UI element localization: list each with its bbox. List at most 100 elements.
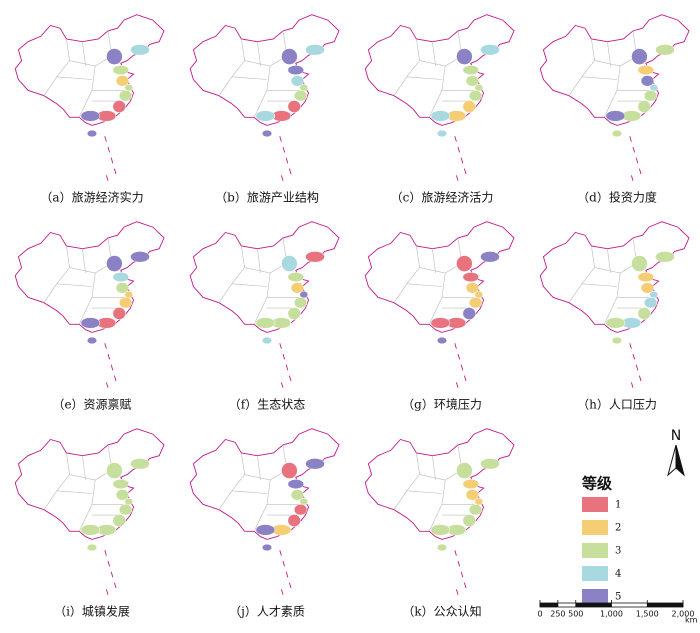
panel-caption: （c）旅游经济活力 [391,190,494,205]
province-level [640,282,655,294]
province-border [107,444,112,467]
province-level [130,458,150,470]
province-level [456,255,473,272]
province-level [281,255,298,272]
province-level [86,129,98,138]
legend-swatch [582,520,608,535]
legend-label: 5 [615,592,621,603]
province-border [432,41,436,67]
scale-label: 1,500 [636,610,659,619]
province-level [130,44,150,56]
nine-dash [280,382,284,388]
nine-dash [110,157,114,164]
province-level [637,65,655,76]
panel-caption: （i）城镇发展 [54,604,130,619]
province-level [305,44,325,56]
nine-dash [629,343,632,349]
province-level [305,458,325,470]
province-border [56,283,93,287]
province-level [631,48,648,65]
china-outline [14,428,165,540]
province-level [649,290,659,299]
province-level [436,129,448,138]
china-outline [189,428,340,540]
province-border [107,237,112,260]
province-level [299,497,309,506]
province-level [480,44,500,56]
province-level [480,251,500,263]
province-border [457,444,462,467]
province-border [632,237,637,260]
panel-caption: （d）投资力度 [577,190,657,205]
province-level [290,282,305,294]
province-border [82,41,86,67]
province-border [607,248,611,274]
panel-caption: （g）环境压力 [402,397,482,412]
province-level [436,543,448,552]
province-level [287,100,301,113]
panel-caption: （a）旅游经济实力 [40,190,143,205]
nine-dash [285,157,289,164]
province-border [282,237,287,260]
province-border [432,248,436,274]
province-level [80,317,101,329]
province-level [86,336,98,345]
nine-dash [460,364,464,371]
nine-dash [282,560,286,567]
province-level [130,251,150,263]
scale-label: 500 [568,610,583,619]
province-level [305,251,325,263]
scale-label: 0 [537,610,542,619]
nine-dash [113,168,117,175]
nine-dash [457,353,461,360]
province-level [430,524,451,536]
province-level [456,48,473,65]
province-level [118,90,133,102]
province-border [231,283,268,287]
province-border [43,245,70,303]
nine-dash [110,364,114,371]
scale-segment [575,603,612,607]
province-level [106,255,123,272]
panel-caption: （b）旅游产业结构 [215,190,319,205]
province-level [106,48,123,65]
nine-dash [632,146,636,153]
province-level [261,336,273,345]
province-level [474,290,484,299]
nine-dash [280,589,284,595]
province-level [124,290,134,299]
china-outline [539,14,690,126]
nine-dash [454,136,457,142]
province-level [480,458,500,470]
scale-unit: km [685,616,698,625]
nine-dash [107,560,111,567]
nine-dash [460,157,464,164]
nine-dash [113,375,117,382]
nine-dash [279,550,282,556]
nine-dash [638,168,642,175]
china-outline [364,14,515,126]
province-border [406,490,443,494]
province-level [281,48,298,65]
province-level [255,524,276,536]
legend-label: 1 [615,500,621,511]
province-level [462,307,476,320]
china-outline [189,221,340,333]
province-level [112,100,126,113]
province-border [257,41,261,67]
nine-dash [104,136,107,142]
province-level [605,317,626,329]
province-level [287,307,301,320]
province-level [112,479,130,490]
nine-dash [282,146,286,153]
province-level [456,462,473,479]
nine-dash [457,560,461,567]
province-level [255,317,276,329]
nine-dash [285,364,289,371]
province-level [468,90,483,102]
province-level [115,75,130,87]
province-level [124,497,134,506]
province-level [611,336,623,345]
province-level [611,129,623,138]
province-level [465,282,480,294]
